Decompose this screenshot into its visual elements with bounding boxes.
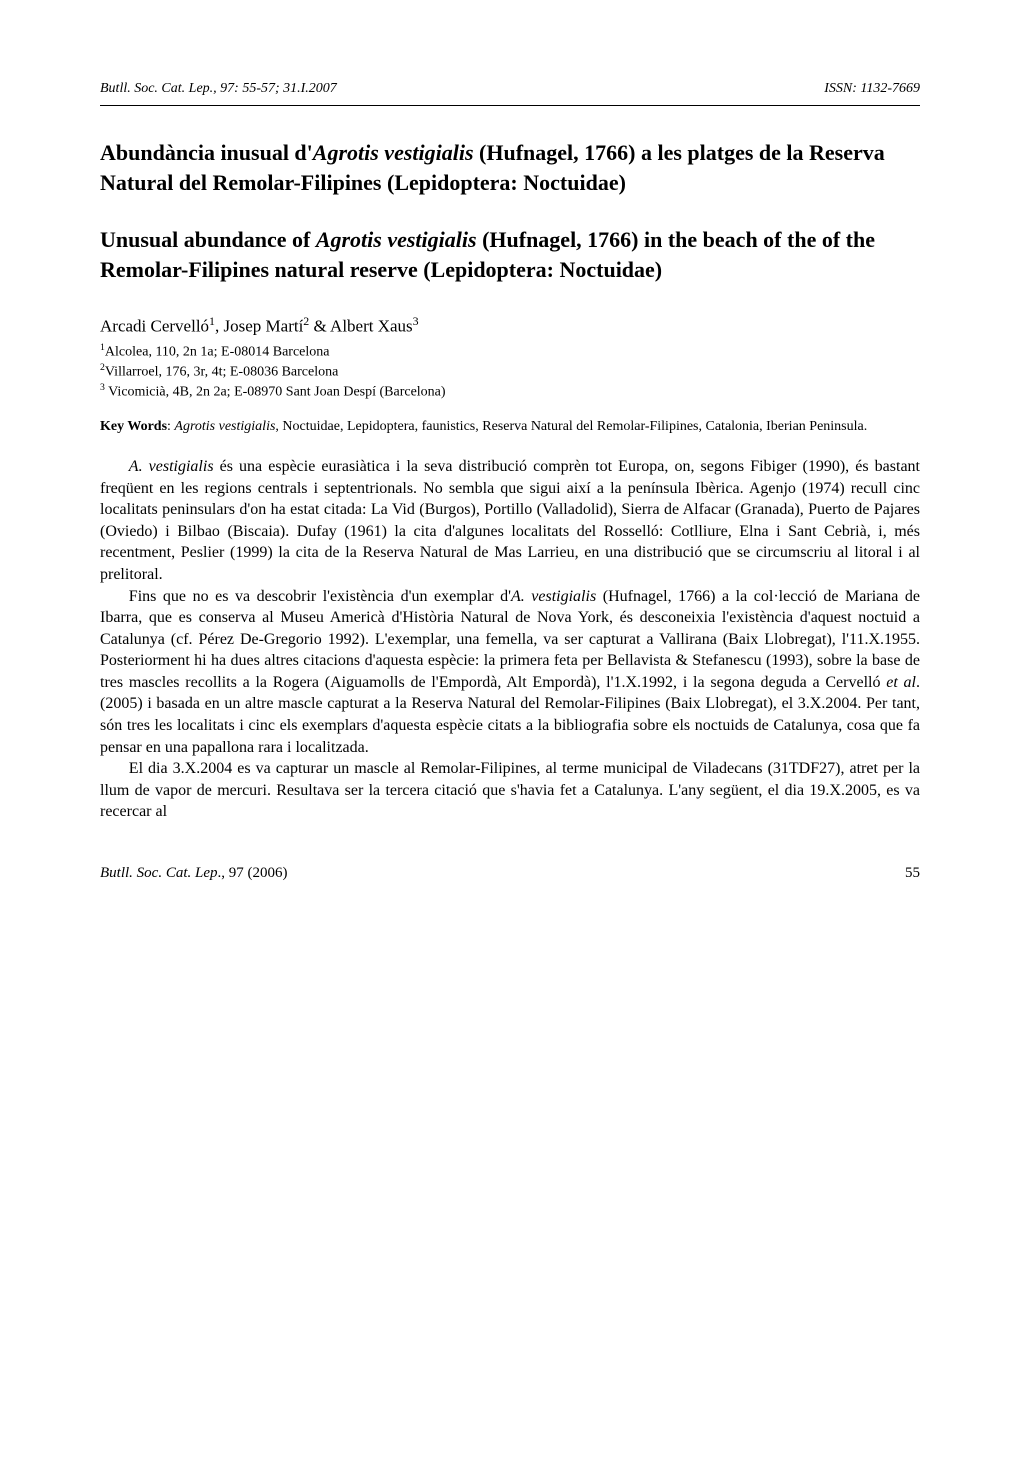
p2-species: A. vestigialis (511, 588, 596, 605)
header-rule (100, 105, 920, 106)
p2-etal: et al (886, 674, 916, 691)
running-footer: Butll. Soc. Cat. Lep., 97 (2006) 55 (100, 863, 920, 883)
body-text: A. vestigialis és una espècie eurasiàtic… (100, 456, 920, 823)
affiliation-3: 3 Vicomicià, 4B, 2n 2a; E-08970 Sant Joa… (100, 382, 920, 402)
footer-left-italic: Butll. Soc. Cat. Lep (100, 865, 218, 881)
author-sep-1: , (215, 316, 224, 335)
title-en-before: Unusual abundance of (100, 227, 316, 252)
aff-3-text: Vicomicià, 4B, 2n 2a; E-08970 Sant Joan … (105, 385, 446, 400)
author-3: Albert Xaus (330, 316, 413, 335)
author-1: Arcadi Cervelló (100, 316, 209, 335)
keywords-species: Agrotis vestigialis (174, 419, 275, 434)
footer-left-rest: ., 97 (2006) (218, 865, 288, 881)
title-catalan: Abundància inusual d'Agrotis vestigialis… (100, 138, 920, 197)
keywords-label: Key Words (100, 419, 167, 434)
title-ca-species: Agrotis vestigialis (313, 140, 474, 165)
footer-left: Butll. Soc. Cat. Lep., 97 (2006) (100, 863, 288, 883)
aff-2-text: Villarroel, 176, 3r, 4t; E-08036 Barcelo… (105, 365, 338, 380)
header-left: Butll. Soc. Cat. Lep., 97: 55-57; 31.I.2… (100, 80, 337, 99)
paragraph-3: El dia 3.X.2004 es va capturar un mascle… (100, 758, 920, 823)
paragraph-2: Fins que no es va descobrir l'existència… (100, 586, 920, 759)
title-en-species: Agrotis vestigialis (316, 227, 477, 252)
author-3-sup: 3 (413, 314, 419, 328)
authors-line: Arcadi Cervelló1, Josep Martí2 & Albert … (100, 313, 920, 339)
author-2: Josep Martí (224, 316, 304, 335)
affiliation-2: 2Villarroel, 176, 3r, 4t; E-08036 Barcel… (100, 362, 920, 382)
p2-t1: Fins que no es va descobrir l'existència… (129, 588, 511, 605)
keywords-rest: , Noctuidae, Lepidoptera, faunistics, Re… (275, 419, 867, 434)
header-right: ISSN: 1132-7669 (824, 80, 920, 99)
title-ca-before: Abundància inusual d' (100, 140, 313, 165)
author-sep-2: & (309, 316, 330, 335)
page-number: 55 (905, 863, 920, 883)
affiliations: 1Alcolea, 110, 2n 1a; E-08014 Barcelona … (100, 342, 920, 402)
title-english: Unusual abundance of Agrotis vestigialis… (100, 225, 920, 284)
aff-1-text: Alcolea, 110, 2n 1a; E-08014 Barcelona (105, 345, 330, 360)
p3-t1: El dia 3.X.2004 es va capturar un mascle… (100, 760, 920, 820)
keywords: Key Words: Agrotis vestigialis, Noctuida… (100, 418, 920, 436)
p1-text: és una espècie eurasiàtica i la seva dis… (100, 458, 920, 583)
paragraph-1: A. vestigialis és una espècie eurasiàtic… (100, 456, 920, 586)
affiliation-1: 1Alcolea, 110, 2n 1a; E-08014 Barcelona (100, 342, 920, 362)
p1-species: A. vestigialis (129, 458, 214, 475)
running-header: Butll. Soc. Cat. Lep., 97: 55-57; 31.I.2… (100, 80, 920, 99)
